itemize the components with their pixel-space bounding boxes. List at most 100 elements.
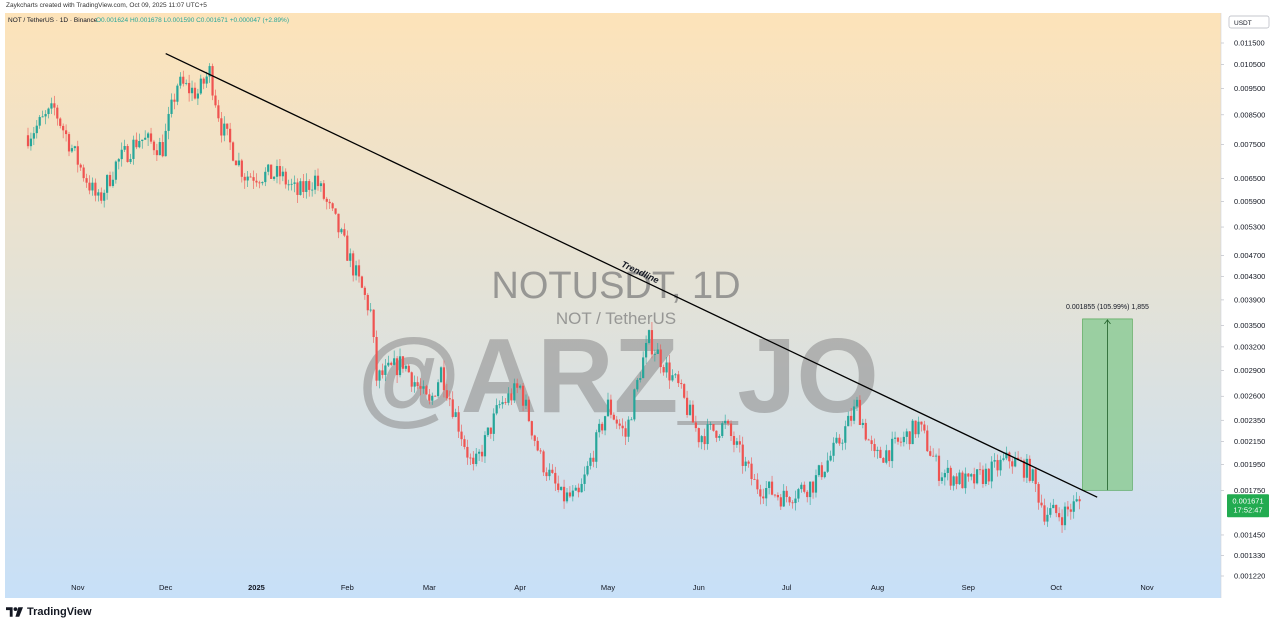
candle-body [864, 422, 867, 440]
price-tick-label: 0.003900 [1234, 295, 1265, 304]
candle-body [469, 457, 472, 459]
candle-body [753, 479, 756, 480]
candle-body [64, 130, 68, 135]
candle-body [609, 399, 613, 415]
price-tick-label: 0.004700 [1234, 251, 1265, 260]
candle-body [700, 436, 703, 443]
watermark-symbol: NOTUSDT, 1D [491, 265, 740, 307]
candle-body [59, 118, 62, 126]
candle-body [981, 469, 985, 484]
price-axis-ticks: 0.011500 0.010500 0.009500 0.008500 0.007500… [1221, 39, 1265, 581]
candle-body [387, 362, 390, 366]
candle-body [688, 404, 692, 415]
candle-body [188, 82, 191, 94]
price-chart[interactable]: 0.011500 0.010500 0.009500 0.008500 0.007500… [0, 0, 1280, 600]
candle-body [803, 484, 806, 492]
candle-body [270, 164, 273, 179]
candle-body [545, 472, 548, 477]
candle-body [26, 135, 30, 147]
candle-body [905, 431, 908, 437]
candle-body [565, 492, 569, 502]
candle-body [999, 459, 1002, 471]
candle-body [448, 398, 451, 400]
candle-body [797, 489, 800, 499]
candle-body [114, 161, 117, 180]
candle-body [425, 386, 428, 395]
candle-body [568, 492, 572, 497]
candle-body [841, 442, 844, 444]
candle-body [987, 468, 990, 482]
candle-body [574, 487, 577, 491]
candle-body [1058, 513, 1061, 518]
candle-body [1055, 504, 1058, 514]
candle-body [305, 181, 308, 192]
candle-body [908, 431, 911, 445]
candle-body [750, 463, 753, 480]
candle-body [770, 481, 774, 495]
candle-body [293, 182, 296, 184]
candle-body [680, 383, 683, 385]
candle-body [117, 159, 120, 162]
time-tick-label: 2025 [248, 583, 265, 592]
candle-body [105, 175, 109, 193]
candle-body [598, 423, 601, 433]
candle-body [1037, 484, 1040, 503]
candle-body [375, 337, 378, 381]
candle-body [129, 158, 132, 163]
candle-body [349, 253, 352, 261]
candle-body [773, 494, 777, 496]
price-tick-label: 0.005900 [1234, 197, 1265, 206]
candle-body [170, 99, 173, 114]
candle-body [832, 442, 835, 456]
trendline-line[interactable] [165, 52, 1098, 498]
candle-body [164, 130, 167, 157]
candle-body [521, 385, 525, 406]
measure-tool[interactable]: 0.001855 (105.99%) 1,855 [1066, 304, 1149, 491]
candle-body [223, 123, 226, 136]
candle-body [337, 213, 340, 233]
credit-line: Zaykcharts created with TradingView.com,… [6, 2, 207, 9]
candle-body [472, 457, 475, 465]
candle-body [633, 389, 636, 420]
candle-body [199, 78, 202, 94]
candle-body [697, 428, 700, 443]
candle-body [363, 287, 366, 295]
candle-body [264, 171, 267, 183]
candle-body [287, 184, 290, 186]
candle-body [35, 125, 38, 134]
candle-body [91, 182, 94, 191]
price-tick-label: 0.002150 [1234, 437, 1265, 446]
candle-body [123, 146, 126, 150]
price-tick-label: 0.006500 [1234, 174, 1265, 183]
chart-area[interactable]: 0.011500 0.010500 0.009500 0.008500 0.007500… [0, 0, 1280, 600]
candle-body [495, 405, 498, 414]
candle-body [1031, 469, 1034, 481]
candle-body [296, 182, 299, 195]
candle-body [202, 78, 205, 84]
candle-body [967, 473, 970, 477]
candle-body [621, 425, 624, 429]
candle-body [44, 114, 47, 117]
measure-label: 0.001855 (105.99%) 1,855 [1066, 304, 1149, 311]
candle-body [340, 229, 343, 233]
currency-button[interactable]: USDT [1228, 15, 1270, 29]
candle-body [694, 422, 697, 429]
candle-body [618, 423, 621, 426]
tradingview-logo[interactable]: TradingView [6, 606, 92, 618]
header: NOT / TetherUS · 1D · Binance O0.001624 … [8, 17, 289, 24]
candle-body [501, 402, 504, 405]
candle-body [360, 276, 364, 288]
candle-body [205, 76, 208, 84]
candle-body [32, 133, 35, 139]
candle-body [1011, 461, 1014, 467]
candle-body [806, 491, 809, 498]
candle-body [422, 386, 425, 389]
time-tick-label: Mar [423, 583, 436, 592]
candle-body [267, 164, 270, 172]
candle-body [47, 108, 50, 115]
candle-body [817, 465, 821, 476]
chart-background [5, 13, 1221, 598]
candle-body [372, 309, 375, 338]
candle-body [885, 450, 888, 463]
candle-body [677, 374, 680, 384]
